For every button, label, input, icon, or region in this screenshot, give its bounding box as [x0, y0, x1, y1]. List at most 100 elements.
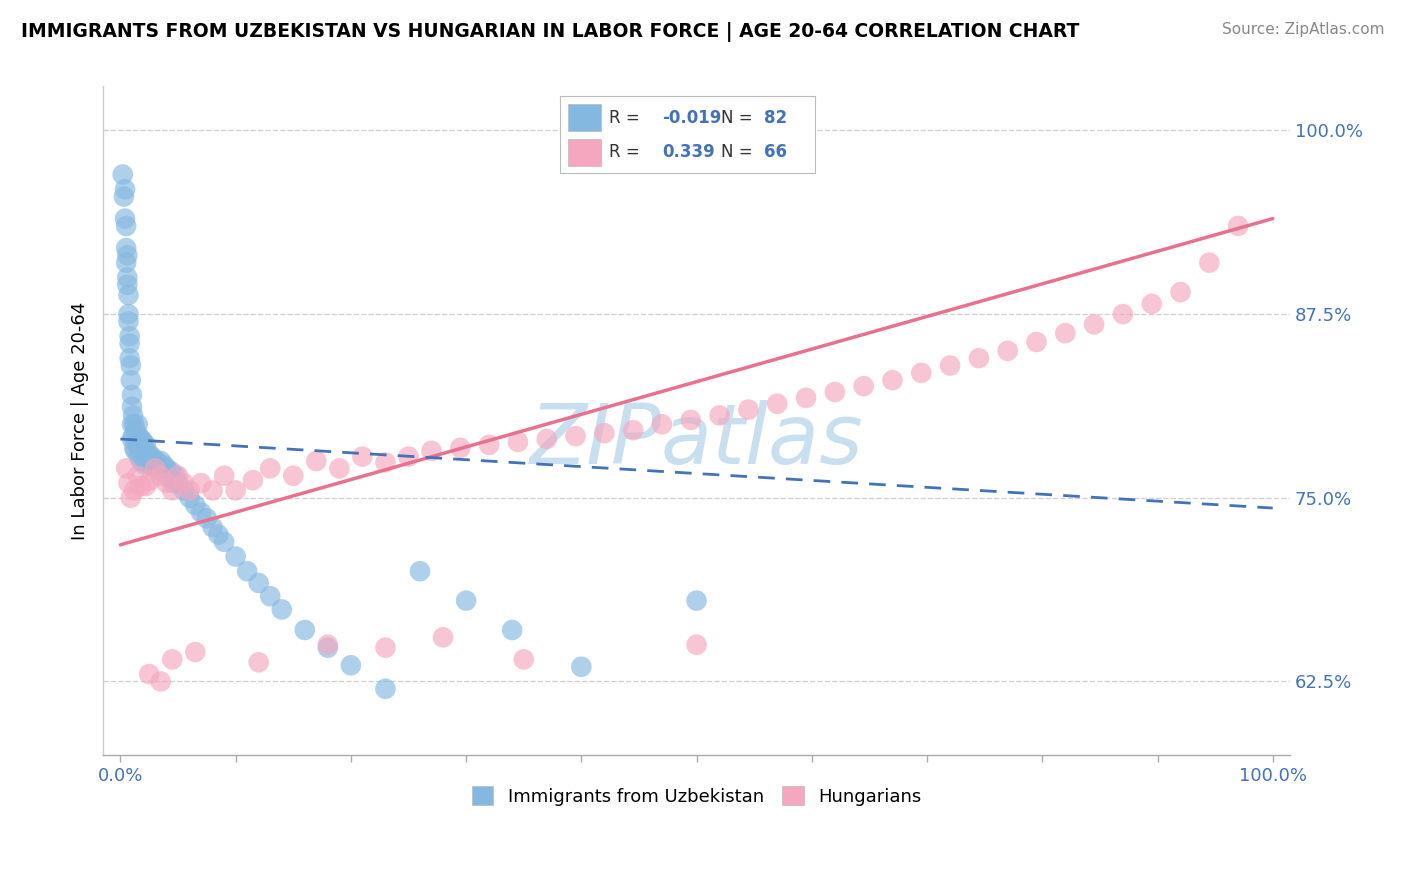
Point: [201, 520, 224, 534]
Point: [259, 589, 281, 603]
Point: [129, 479, 152, 493]
Point: [124, 423, 146, 437]
Point: [679, 413, 702, 427]
Point: [409, 564, 432, 578]
Point: [160, 464, 183, 478]
Point: [112, 189, 135, 203]
Point: [1025, 334, 1047, 349]
Point: [155, 461, 177, 475]
Point: [165, 468, 187, 483]
Point: [340, 658, 363, 673]
Point: [737, 402, 759, 417]
Point: [139, 458, 162, 473]
Point: [120, 359, 142, 373]
Point: [882, 373, 904, 387]
Point: [149, 468, 172, 483]
Point: [316, 640, 339, 655]
Point: [283, 468, 305, 483]
Point: [1054, 326, 1077, 341]
Point: [131, 443, 153, 458]
Point: [141, 450, 163, 464]
Point: [122, 429, 145, 443]
Point: [374, 640, 396, 655]
Point: [398, 450, 420, 464]
Point: [139, 473, 162, 487]
Point: [621, 423, 644, 437]
Point: [225, 483, 247, 498]
Point: [125, 432, 148, 446]
Point: [305, 454, 328, 468]
Point: [117, 270, 139, 285]
Point: [536, 432, 558, 446]
Point: [184, 645, 207, 659]
Point: [115, 461, 138, 475]
Point: [247, 656, 270, 670]
Point: [162, 476, 184, 491]
Point: [374, 456, 396, 470]
Point: [569, 659, 592, 673]
Point: [143, 452, 166, 467]
Point: [374, 681, 396, 696]
Point: [155, 476, 177, 491]
Point: [132, 457, 155, 471]
Point: [129, 454, 152, 468]
Point: [190, 476, 212, 491]
Point: [129, 439, 152, 453]
Point: [111, 168, 134, 182]
Point: [153, 458, 176, 473]
Point: [115, 255, 138, 269]
Point: [117, 277, 139, 292]
Text: Source: ZipAtlas.com: Source: ZipAtlas.com: [1222, 22, 1385, 37]
Point: [179, 491, 201, 505]
Point: [225, 549, 247, 564]
Point: [124, 443, 146, 458]
Point: [121, 417, 143, 432]
Point: [127, 417, 149, 432]
Point: [127, 468, 149, 483]
Point: [135, 447, 157, 461]
Point: [121, 432, 143, 446]
Point: [122, 409, 145, 423]
Point: [121, 388, 143, 402]
Point: [120, 373, 142, 387]
Point: [506, 434, 529, 449]
Point: [128, 450, 150, 464]
Point: [316, 638, 339, 652]
Point: [120, 491, 142, 505]
Point: [967, 351, 990, 366]
Point: [939, 359, 962, 373]
Point: [117, 307, 139, 321]
Point: [122, 417, 145, 432]
Point: [1198, 255, 1220, 269]
Legend: Immigrants from Uzbekistan, Hungarians: Immigrants from Uzbekistan, Hungarians: [464, 779, 928, 813]
Point: [593, 426, 616, 441]
Point: [1227, 219, 1250, 233]
Point: [184, 498, 207, 512]
Point: [121, 400, 143, 414]
Point: [997, 343, 1019, 358]
Point: [117, 476, 139, 491]
Point: [157, 470, 180, 484]
Point: [162, 652, 184, 666]
Point: [142, 459, 165, 474]
Point: [173, 483, 195, 498]
Point: [212, 468, 235, 483]
Point: [122, 483, 145, 498]
Point: [134, 445, 156, 459]
Y-axis label: In Labor Force | Age 20-64: In Labor Force | Age 20-64: [72, 301, 89, 540]
Point: [456, 593, 478, 607]
Point: [149, 674, 172, 689]
Point: [564, 429, 586, 443]
Point: [135, 479, 157, 493]
Point: [190, 506, 212, 520]
Point: [328, 461, 350, 475]
Point: [114, 211, 136, 226]
Point: [179, 483, 201, 498]
Point: [167, 476, 190, 491]
Point: [135, 438, 157, 452]
Point: [1140, 297, 1163, 311]
Point: [115, 241, 138, 255]
Point: [478, 438, 501, 452]
Point: [212, 534, 235, 549]
Point: [167, 468, 190, 483]
